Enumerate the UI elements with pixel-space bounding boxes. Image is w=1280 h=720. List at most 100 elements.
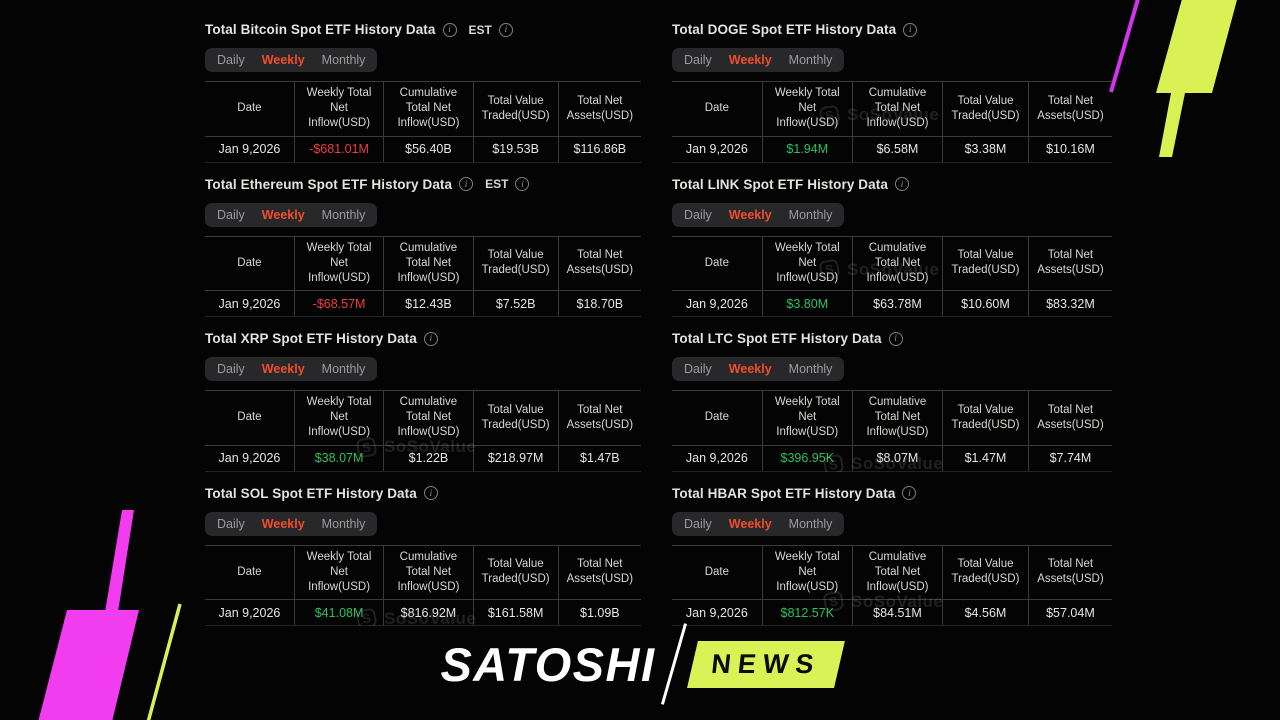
col-header-cumulative-inflow: Cumulative Total Net Inflow(USD) bbox=[383, 235, 474, 292]
table-title-row: Total HBAR Spot ETF History Data i bbox=[672, 485, 1112, 502]
table-box: Date Weekly Total Net Inflow(USD) Cumula… bbox=[672, 390, 1112, 472]
cell-cumulative-inflow: $816.92M bbox=[383, 599, 474, 627]
tab-weekly[interactable]: Weekly bbox=[728, 362, 772, 377]
info-icon[interactable]: i bbox=[888, 331, 903, 346]
info-icon[interactable]: i bbox=[459, 177, 474, 192]
tab-monthly[interactable]: Monthly bbox=[788, 516, 833, 531]
cell-value-traded: $10.60M bbox=[942, 290, 1029, 318]
col-header-date: Date bbox=[205, 81, 295, 137]
satoshi-news-logo: SATOSHI NEWS bbox=[440, 621, 845, 707]
table-header-row: Date Weekly Total Net Inflow(USD) Cumula… bbox=[672, 235, 1112, 292]
tab-daily[interactable]: Daily bbox=[217, 53, 245, 67]
tab-weekly[interactable]: Weekly bbox=[728, 516, 772, 531]
table-box: Date Weekly Total Net Inflow(USD) Cumula… bbox=[672, 544, 1112, 627]
col-header-weekly-inflow: Weekly Total Net Inflow(USD) bbox=[761, 235, 853, 292]
cell-weekly-inflow: $41.08M bbox=[293, 599, 384, 627]
tab-daily[interactable]: Daily bbox=[217, 516, 245, 531]
col-header-weekly-inflow: Weekly Total Net Inflow(USD) bbox=[761, 81, 853, 137]
col-header-cumulative-inflow: Cumulative Total Net Inflow(USD) bbox=[383, 544, 474, 601]
col-header-cumulative-inflow: Cumulative Total Net Inflow(USD) bbox=[851, 544, 943, 601]
period-tab-bar: Daily Weekly Monthly bbox=[205, 511, 378, 536]
table-title: Total Ethereum Spot ETF History Data bbox=[205, 176, 453, 192]
etf-table-section: Total LINK Spot ETF History Data i Daily… bbox=[672, 176, 1112, 318]
col-header-cumulative-inflow: Cumulative Total Net Inflow(USD) bbox=[851, 235, 943, 292]
cell-cumulative-inflow: $6.58M bbox=[851, 136, 943, 163]
cell-value-traded: $161.58M bbox=[472, 599, 559, 627]
tab-daily[interactable]: Daily bbox=[217, 362, 245, 377]
col-header-net-assets: Total Net Assets(USD) bbox=[1027, 390, 1112, 446]
table-row: Jan 9,2026 $396.95K $8.07M $1.47M $7.74M bbox=[672, 445, 1112, 472]
tab-monthly[interactable]: Monthly bbox=[788, 207, 833, 222]
tab-weekly[interactable]: Weekly bbox=[261, 362, 305, 377]
col-header-weekly-inflow: Weekly Total Net Inflow(USD) bbox=[293, 544, 384, 601]
info-icon[interactable]: i bbox=[894, 177, 909, 192]
etf-table-section: Total XRP Spot ETF History Data i Daily … bbox=[205, 330, 641, 472]
logo-news-badge: NEWS bbox=[687, 640, 845, 688]
cell-net-assets: $10.16M bbox=[1027, 136, 1112, 163]
etf-table-section: Total SOL Spot ETF History Data i Daily … bbox=[205, 485, 641, 627]
col-header-value-traded: Total Value Traded(USD) bbox=[472, 390, 559, 446]
col-header-net-assets: Total Net Assets(USD) bbox=[557, 81, 641, 137]
table-title-row: Total XRP Spot ETF History Data i bbox=[205, 330, 641, 347]
tab-weekly[interactable]: Weekly bbox=[261, 516, 305, 531]
col-header-weekly-inflow: Weekly Total Net Inflow(USD) bbox=[761, 390, 853, 446]
tab-monthly[interactable]: Monthly bbox=[788, 53, 833, 67]
tab-monthly[interactable]: Monthly bbox=[321, 516, 366, 531]
tab-monthly[interactable]: Monthly bbox=[321, 362, 366, 377]
col-header-date: Date bbox=[672, 390, 763, 446]
cell-value-traded: $7.52B bbox=[472, 290, 559, 318]
cell-cumulative-inflow: $8.07M bbox=[851, 445, 943, 472]
info-icon[interactable]: i bbox=[423, 331, 438, 346]
table-header-row: Date Weekly Total Net Inflow(USD) Cumula… bbox=[205, 544, 641, 601]
table-title-row: Total Ethereum Spot ETF History Data i E… bbox=[205, 176, 641, 193]
col-header-net-assets: Total Net Assets(USD) bbox=[557, 390, 641, 446]
tab-weekly[interactable]: Weekly bbox=[728, 53, 772, 67]
cell-net-assets: $1.47B bbox=[557, 445, 641, 472]
period-tab-bar: Daily Weekly Monthly bbox=[205, 357, 378, 382]
col-header-cumulative-inflow: Cumulative Total Net Inflow(USD) bbox=[851, 390, 943, 446]
tab-monthly[interactable]: Monthly bbox=[321, 53, 366, 67]
tab-monthly[interactable]: Monthly bbox=[321, 207, 366, 222]
col-header-net-assets: Total Net Assets(USD) bbox=[557, 544, 641, 601]
cell-value-traded: $1.47M bbox=[942, 445, 1029, 472]
cell-date: Jan 9,2026 bbox=[205, 599, 295, 627]
cell-date: Jan 9,2026 bbox=[205, 290, 295, 318]
table-title: Total Bitcoin Spot ETF History Data bbox=[205, 22, 436, 37]
tab-daily[interactable]: Daily bbox=[684, 516, 712, 531]
col-header-value-traded: Total Value Traded(USD) bbox=[942, 81, 1029, 137]
info-icon[interactable]: i bbox=[903, 22, 918, 37]
table-row: Jan 9,2026 $812.57K $84.51M $4.56M $57.0… bbox=[672, 599, 1112, 627]
cell-value-traded: $19.53B bbox=[472, 136, 559, 163]
table-box: Date Weekly Total Net Inflow(USD) Cumula… bbox=[205, 81, 641, 163]
tab-weekly[interactable]: Weekly bbox=[728, 207, 772, 222]
table-header-row: Date Weekly Total Net Inflow(USD) Cumula… bbox=[672, 544, 1112, 601]
table-box: Date Weekly Total Net Inflow(USD) Cumula… bbox=[672, 235, 1112, 318]
info-icon[interactable]: i bbox=[515, 177, 530, 192]
col-header-net-assets: Total Net Assets(USD) bbox=[557, 235, 641, 292]
etf-data-table: Date Weekly Total Net Inflow(USD) Cumula… bbox=[672, 81, 1112, 163]
info-icon[interactable]: i bbox=[902, 486, 917, 501]
tab-monthly[interactable]: Monthly bbox=[788, 362, 833, 377]
tab-weekly[interactable]: Weekly bbox=[261, 53, 305, 67]
tab-daily[interactable]: Daily bbox=[684, 207, 712, 222]
tab-daily[interactable]: Daily bbox=[684, 53, 712, 67]
table-row: Jan 9,2026 $41.08M $816.92M $161.58M $1.… bbox=[205, 599, 641, 627]
tab-weekly[interactable]: Weekly bbox=[261, 207, 305, 222]
left-column: Total Bitcoin Spot ETF History Data i ES… bbox=[205, 21, 641, 639]
table-title: Total LTC Spot ETF History Data bbox=[672, 331, 882, 347]
cell-weekly-inflow: -$68.57M bbox=[293, 290, 384, 318]
table-title-row: Total LTC Spot ETF History Data i bbox=[672, 330, 1112, 347]
table-row: Jan 9,2026 -$68.57M $12.43B $7.52B $18.7… bbox=[205, 290, 641, 318]
etf-data-table: Date Weekly Total Net Inflow(USD) Cumula… bbox=[672, 390, 1112, 472]
info-icon[interactable]: i bbox=[442, 22, 457, 37]
info-icon[interactable]: i bbox=[498, 22, 513, 37]
table-row: Jan 9,2026 -$681.01M $56.40B $19.53B $11… bbox=[205, 136, 641, 163]
candlestick-green-top-right bbox=[1156, 0, 1237, 157]
table-header-row: Date Weekly Total Net Inflow(USD) Cumula… bbox=[205, 81, 641, 137]
info-icon[interactable]: i bbox=[423, 486, 438, 501]
col-header-net-assets: Total Net Assets(USD) bbox=[1027, 235, 1112, 292]
candlestick-magenta-bottom-left bbox=[38, 510, 139, 720]
tab-daily[interactable]: Daily bbox=[217, 207, 245, 222]
cell-cumulative-inflow: $1.22B bbox=[383, 445, 474, 472]
tab-daily[interactable]: Daily bbox=[684, 362, 712, 377]
